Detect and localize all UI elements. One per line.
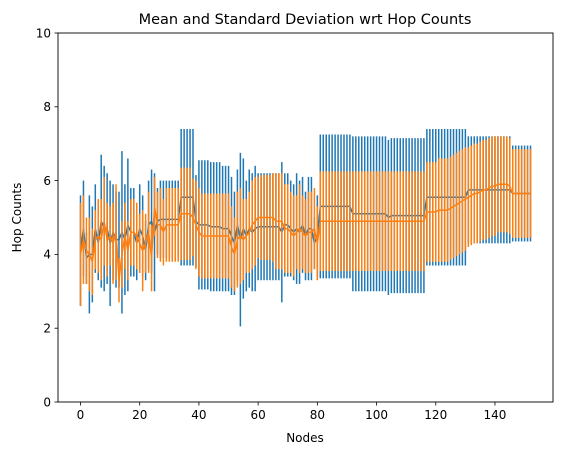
plot-area (79, 128, 532, 327)
mean-line (79, 183, 531, 281)
chart-title: Mean and Standard Deviation wrt Hop Coun… (139, 12, 472, 28)
axes-frame (57, 32, 554, 403)
x-tick-label: 20 (132, 408, 147, 422)
x-tick-label: 40 (191, 408, 206, 422)
y-tick-label: 4 (43, 248, 51, 262)
x-tick-label: 100 (365, 408, 388, 422)
y-tick-label: 0 (43, 395, 51, 409)
y-axis: 0 2 4 6 8 10 (36, 26, 58, 409)
y-tick-label: 6 (43, 174, 51, 188)
x-axis-label: Nodes (286, 431, 324, 445)
y-tick-label: 2 (43, 322, 51, 336)
x-axis: 0 20 40 60 80 100 120 140 (77, 402, 507, 422)
y-tick-label: 10 (36, 26, 51, 40)
x-tick-label: 140 (484, 408, 507, 422)
x-tick-label: 0 (77, 408, 85, 422)
y-tick-label: 8 (43, 100, 51, 114)
series-1 (79, 136, 532, 307)
x-tick-label: 120 (424, 408, 447, 422)
x-tick-label: 60 (250, 408, 265, 422)
x-tick-label: 80 (310, 408, 325, 422)
y-axis-label: Hop Counts (10, 183, 24, 253)
